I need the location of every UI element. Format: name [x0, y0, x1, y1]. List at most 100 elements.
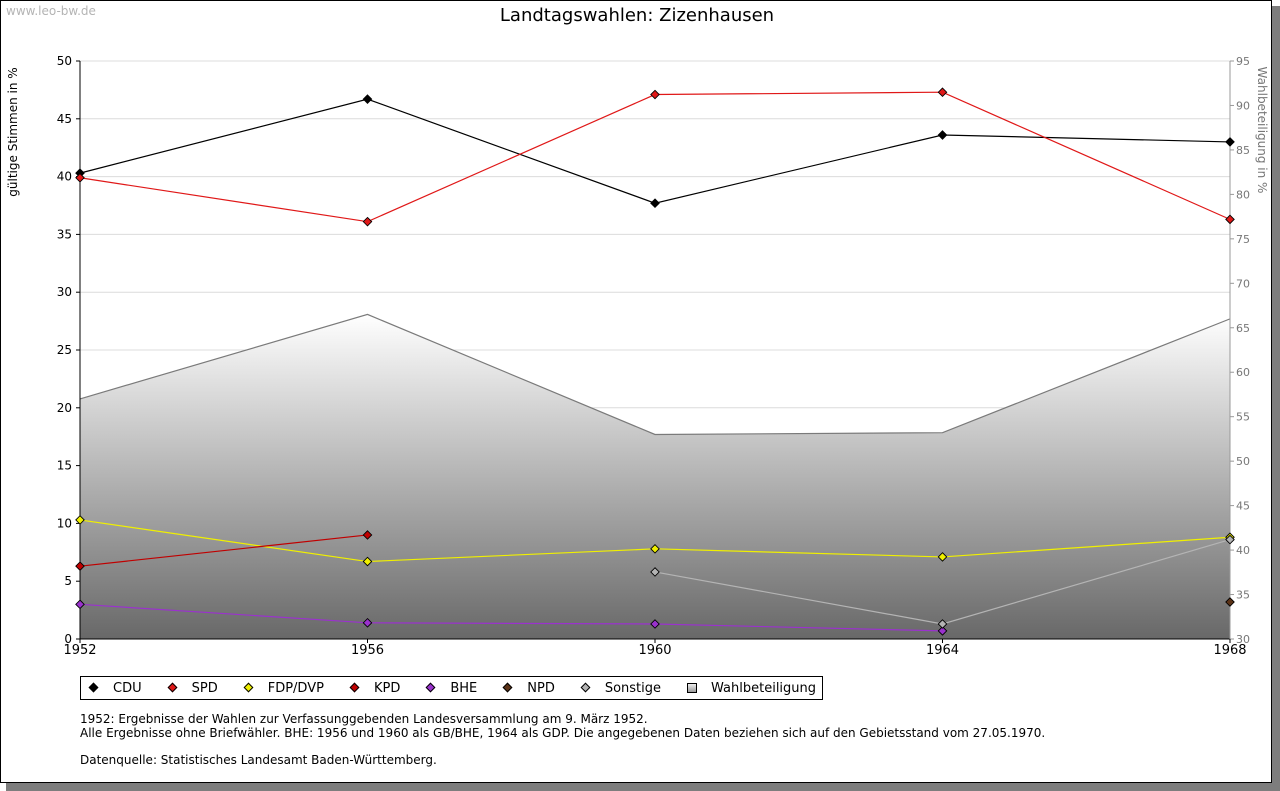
series-line-kpd	[79, 534, 368, 567]
data-point-sonstige-1960	[650, 567, 660, 577]
frame-shadow-right	[1272, 6, 1280, 791]
y2-tick-label: 95	[1236, 55, 1250, 68]
y2-tick-label: 80	[1236, 188, 1250, 201]
legend-item-fdp-dvp: FDP/DVP	[244, 681, 324, 696]
data-point-fdp-dvp-1964	[937, 552, 948, 562]
series-cdu	[75, 94, 1235, 209]
data-point-kpd-1956	[362, 530, 373, 540]
x-tick-label: 1952	[63, 643, 96, 658]
y-tick-label: 35	[57, 227, 72, 241]
axes: 0 5 10 15 20 25 30 35 40 45 50 30 35 40 45 50 55 60 65 70 75…	[57, 54, 1250, 658]
series-kpd	[75, 530, 373, 572]
y2-tick-label: 85	[1236, 144, 1250, 157]
legend-marker-bhe	[426, 683, 436, 693]
y2-tick-label: 65	[1236, 322, 1250, 335]
legend-label-kpd: KPD	[373, 680, 401, 696]
legend-label-bhe: BHE	[450, 680, 478, 696]
legend-label-sonstige: Sonstige	[604, 680, 662, 696]
data-point-cdu-1968	[1225, 137, 1235, 147]
legend-item-cdu: CDU	[89, 681, 142, 696]
y-tick-label: 30	[57, 285, 72, 299]
legend-marker-cdu	[89, 683, 99, 693]
data-point-spd-1956	[362, 216, 373, 227]
series-layer	[75, 87, 1235, 636]
x-tick-label: 1956	[351, 643, 384, 658]
chart-canvas: 0 5 10 15 20 25 30 35 40 45 50 30 35 40 45 50 55 60 65 70 75…	[6, 5, 1269, 658]
y2-tick-label: 60	[1236, 366, 1250, 379]
y2-tick-label: 45	[1236, 500, 1250, 513]
frame-shadow-bottom	[6, 783, 1280, 791]
turnout-line	[79, 313, 1231, 436]
legend-marker-fdp-dvp	[244, 683, 254, 693]
data-point-bhe-1960	[650, 619, 660, 629]
y2-tick-label: 50	[1236, 455, 1250, 468]
series-sonstige	[650, 534, 1235, 629]
legend-marker-kpd	[350, 683, 360, 693]
data-point-fdp-dvp-1960	[650, 543, 660, 554]
y-tick-label: 15	[57, 459, 72, 473]
footnote-line-1: 1952: Ergebnisse der Wahlen zur Verfassu…	[80, 712, 648, 726]
data-point-cdu-1964	[937, 130, 948, 140]
data-point-sonstige-1968	[1225, 534, 1235, 545]
legend-label-fdp-dvp: FDP/DVP	[267, 680, 324, 696]
data-point-fdp-dvp-1956	[362, 556, 373, 567]
data-point-spd-1964	[937, 87, 948, 98]
legend-marker-npd	[503, 683, 513, 693]
y2-tick-label: 70	[1236, 277, 1250, 290]
y-tick-label: 20	[57, 401, 72, 415]
data-point-fdp-dvp-1952	[75, 515, 85, 525]
y2-tick-label: 55	[1236, 411, 1250, 424]
y-tick-label: 5	[64, 574, 72, 588]
legend-marker-wahlbeteiligung	[687, 683, 698, 693]
y-tick-label: 0	[64, 632, 72, 646]
legend-label-cdu: CDU	[113, 680, 142, 696]
data-point-cdu-1960	[650, 198, 660, 209]
y-tick-label: 45	[57, 112, 72, 126]
y2-axis-label: Wahlbeteiligung in %	[1255, 67, 1269, 194]
series-line-cdu	[79, 98, 1231, 204]
legend-marker-spd	[168, 683, 178, 693]
data-source: Datenquelle: Statistisches Landesamt Bad…	[80, 753, 437, 767]
watermark: www.leo-bw.de	[6, 4, 96, 18]
data-point-kpd-1952	[75, 561, 85, 572]
legend-item-bhe: BHE	[426, 681, 477, 696]
y2-tick-label: 75	[1236, 233, 1250, 246]
legend-item-npd: NPD	[503, 681, 555, 696]
data-point-bhe-1956	[362, 617, 373, 628]
x-tick-label: 1960	[638, 643, 671, 658]
legend-marker-sonstige	[581, 683, 591, 693]
chart-title: Landtagswahlen: Zizenhausen	[500, 5, 774, 26]
chart-legend: CDU SPD FDP/DVP KPD BHE NPD Sonstige Wahlbeteil…	[80, 676, 824, 700]
x-tick-label: 1964	[926, 643, 959, 658]
y-tick-label: 40	[57, 170, 72, 184]
series-fdp-dvp	[75, 515, 1235, 567]
legend-item-kpd: KPD	[350, 681, 400, 696]
y2-tick-label: 35	[1236, 589, 1250, 602]
series-line-bhe	[79, 603, 943, 632]
data-point-spd-1960	[650, 89, 660, 100]
series-npd	[1225, 597, 1235, 607]
y-tick-label: 10	[57, 516, 72, 530]
legend-item-sonstige: Sonstige	[581, 681, 661, 696]
series-bhe	[75, 599, 948, 636]
y2-tick-label: 40	[1236, 544, 1250, 557]
y2-tick-label: 30	[1236, 633, 1250, 646]
footnote-line-2: Alle Ergebnisse ohne Briefwähler. BHE: 1…	[80, 726, 1046, 740]
data-point-bhe-1964	[937, 626, 948, 636]
data-point-bhe-1952	[75, 599, 85, 610]
legend-label-wahlbeteiligung: Wahlbeteiligung	[711, 680, 817, 696]
data-point-spd-1968	[1225, 214, 1235, 225]
series-spd	[75, 87, 1235, 227]
legend-item-wahlbeteiligung: Wahlbeteiligung	[687, 681, 816, 696]
legend-item-spd: SPD	[168, 681, 218, 696]
data-point-sonstige-1964	[937, 619, 948, 629]
y2-tick-label: 90	[1236, 99, 1250, 112]
legend-label-npd: NPD	[527, 680, 555, 696]
x-tick-label: 1968	[1213, 643, 1246, 658]
data-point-npd-1968	[1225, 597, 1235, 607]
y-axis-label: gültige Stimmen in %	[6, 67, 20, 196]
y-tick-label: 25	[57, 343, 72, 357]
footnotes: 1952: Ergebnisse der Wahlen zur Verfassu…	[80, 712, 1045, 767]
y-tick-label: 50	[57, 54, 72, 68]
data-point-cdu-1956	[362, 94, 373, 104]
